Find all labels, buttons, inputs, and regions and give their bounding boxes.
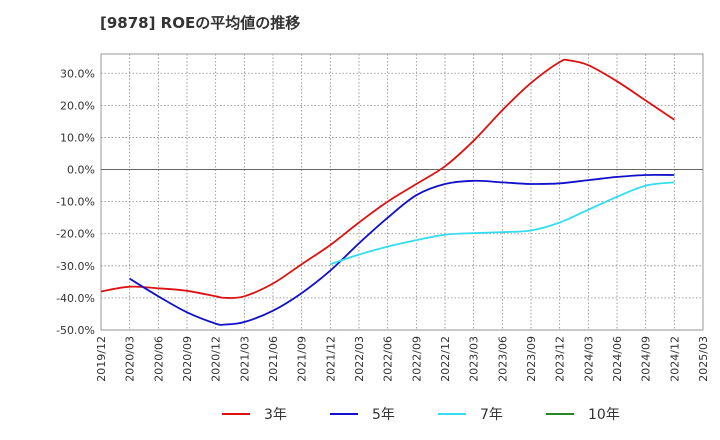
x-tick-label: 2020/03 (124, 336, 137, 382)
grid-layer (101, 54, 703, 331)
y-tick-label: 20.0% (60, 99, 95, 112)
legend: 3年 5年 7年 10年 (222, 407, 620, 423)
y-tick-label: -40.0% (56, 292, 95, 305)
series-2-line (129, 173, 675, 326)
series-4-legend-label: 10年 (588, 407, 620, 423)
series-3-line (330, 181, 675, 266)
y-tick-label: 30.0% (60, 67, 95, 80)
y-tick-label: -10.0% (56, 196, 95, 209)
x-tick-label: 2024/12 (668, 336, 681, 382)
series-3-legend-label: 7年 (480, 407, 503, 423)
y-tick-label: 0.0% (67, 164, 95, 177)
x-tick-label: 2022/12 (439, 336, 452, 382)
x-tick-label: 2024/09 (640, 336, 653, 382)
series-1-legend-label: 3年 (264, 407, 287, 423)
x-tick-label: 2021/12 (324, 336, 337, 382)
x-tick-label: 2023/09 (525, 336, 538, 382)
x-tick-label: 2024/03 (582, 336, 595, 382)
x-tick-label: 2022/03 (353, 336, 366, 382)
series-2-legend-label: 5年 (372, 407, 395, 423)
axis-layer: 2019/12 2020/03 2020/06 2020/09 2020/12 2021/… (56, 67, 710, 381)
chart-title: [9878] ROEの平均値の推移 (100, 14, 301, 32)
y-tick-label: 10.0% (60, 131, 95, 144)
x-tick-label: 2019/12 (95, 336, 108, 382)
y-tick-label: -50.0% (56, 324, 95, 337)
series-layer (100, 58, 675, 326)
x-tick-label: 2024/06 (611, 336, 624, 382)
x-tick-label: 2020/06 (152, 336, 165, 382)
x-tick-label: 2023/03 (468, 336, 481, 382)
x-tick-label: 2022/06 (382, 336, 395, 382)
x-tick-label: 2023/12 (554, 336, 567, 382)
x-tick-label: 2025/03 (697, 336, 710, 382)
x-tick-label: 2021/03 (238, 336, 251, 382)
x-tick-label: 2022/09 (410, 336, 423, 382)
x-tick-label: 2021/09 (296, 336, 309, 382)
y-tick-label: -20.0% (56, 228, 95, 241)
y-tick-label: -30.0% (56, 260, 95, 273)
x-tick-label: 2023/06 (496, 336, 509, 382)
x-tick-label: 2020/09 (181, 336, 194, 382)
x-tick-label: 2020/12 (210, 336, 223, 382)
series-1-line (100, 58, 675, 299)
x-tick-label: 2021/06 (267, 336, 280, 382)
